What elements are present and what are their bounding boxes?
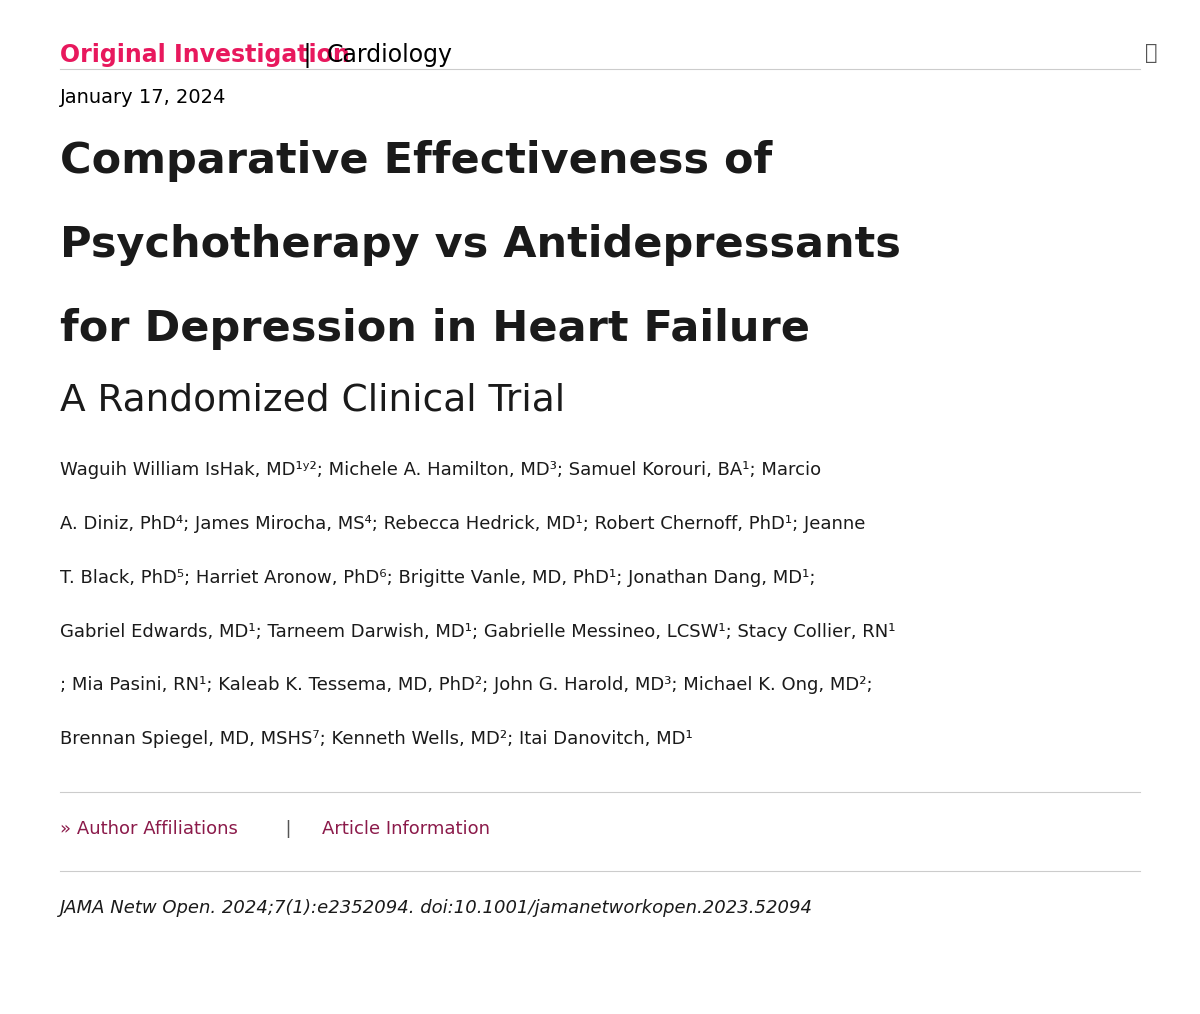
Text: A. Diniz, PhD⁴; James Mirocha, MS⁴; Rebecca Hedrick, MD¹; Robert Chernoff, PhD¹;: A. Diniz, PhD⁴; James Mirocha, MS⁴; Rebe… (60, 515, 865, 533)
Text: Psychotherapy vs Antidepressants: Psychotherapy vs Antidepressants (60, 224, 901, 266)
Text: Original Investigation: Original Investigation (60, 43, 349, 67)
Text: A Randomized Clinical Trial: A Randomized Clinical Trial (60, 382, 565, 419)
Text: Brennan Spiegel, MD, MSHS⁷; Kenneth Wells, MD²; Itai Danovitch, MD¹: Brennan Spiegel, MD, MSHS⁷; Kenneth Well… (60, 730, 692, 748)
Text: Comparative Effectiveness of: Comparative Effectiveness of (60, 140, 773, 182)
Text: Article Information: Article Information (322, 820, 490, 839)
Text: January 17, 2024: January 17, 2024 (60, 88, 227, 107)
Text: ; Mia Pasini, RN¹; Kaleab K. Tessema, MD, PhD²; John G. Harold, MD³; Michael K. : ; Mia Pasini, RN¹; Kaleab K. Tessema, MD… (60, 676, 872, 695)
Text: » Author Affiliations: » Author Affiliations (60, 820, 238, 839)
Text: 🔓: 🔓 (1146, 43, 1158, 63)
Text: Cardiology: Cardiology (326, 43, 452, 67)
Text: |: | (296, 43, 319, 68)
Text: T. Black, PhD⁵; Harriet Aronow, PhD⁶; Brigitte Vanle, MD, PhD¹; Jonathan Dang, M: T. Black, PhD⁵; Harriet Aronow, PhD⁶; Br… (60, 569, 816, 587)
Text: Waguih William IsHak, MD¹ʸ²; Michele A. Hamilton, MD³; Samuel Korouri, BA¹; Marc: Waguih William IsHak, MD¹ʸ²; Michele A. … (60, 461, 821, 480)
Text: JAMA Netw Open. 2024;7(1):e2352094. doi:10.1001/jamanetworkopen.2023.52094: JAMA Netw Open. 2024;7(1):e2352094. doi:… (60, 899, 814, 918)
Text: for Depression in Heart Failure: for Depression in Heart Failure (60, 308, 810, 350)
Text: |: | (274, 820, 302, 839)
Text: Gabriel Edwards, MD¹; Tarneem Darwish, MD¹; Gabrielle Messineo, LCSW¹; Stacy Col: Gabriel Edwards, MD¹; Tarneem Darwish, M… (60, 623, 895, 641)
